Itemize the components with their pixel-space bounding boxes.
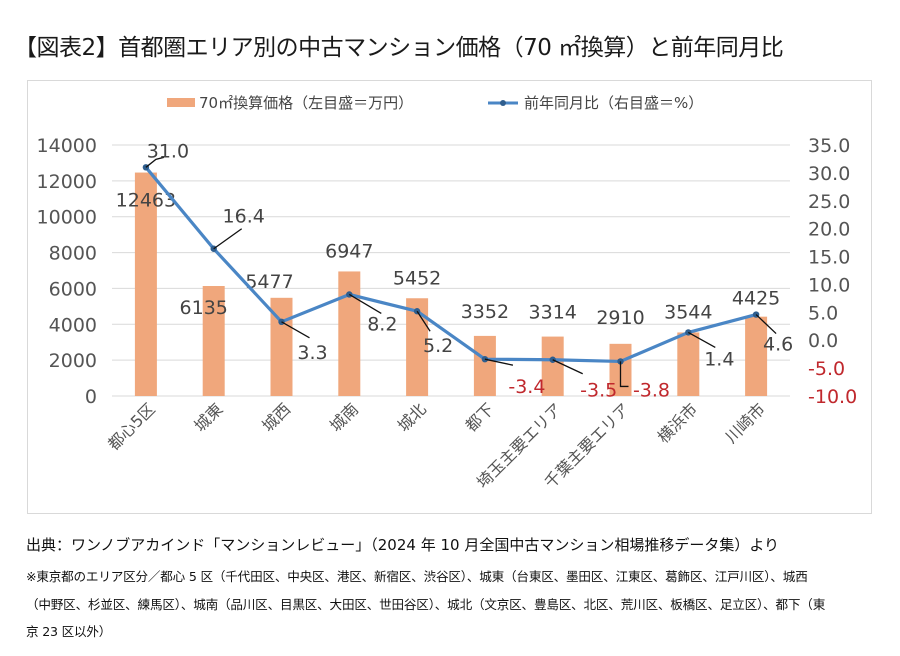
x-tick-label: 横浜市	[654, 399, 701, 446]
line-data-label: 3.3	[297, 342, 327, 364]
leader-line	[281, 321, 310, 339]
bar	[134, 172, 157, 396]
line-path	[144, 166, 757, 364]
leader-line	[619, 361, 629, 388]
right-tick-label: 5.0	[808, 302, 838, 324]
bar-data-label: 3544	[664, 301, 712, 323]
bar-data-label: 5452	[393, 267, 441, 289]
bar-data-label: 3314	[529, 302, 577, 324]
source-note: 出典：ワンノブアカインド「マンションレビュー」（2024 年 10 月全国中古マ…	[26, 536, 780, 554]
legend-line-marker	[500, 100, 506, 106]
x-tick-label: 城南	[326, 399, 362, 435]
right-tick-label: 0.0	[808, 330, 838, 352]
x-tick-label: 城東	[190, 399, 226, 435]
line-point	[481, 355, 489, 363]
chart-frame	[27, 80, 872, 514]
legend-line-label: 前年同月比（右目盛＝%）	[524, 94, 703, 112]
line-labels: 31.0 16.4 3.3 8.2 5.2 -3.4 -3.5 -3.8 1.4 4.6	[145, 140, 793, 402]
bar	[270, 297, 293, 396]
line-data-label: 1.4	[704, 348, 734, 370]
leader-line	[484, 358, 514, 366]
x-tick-label: 都下	[462, 399, 498, 435]
bar-data-label: 6947	[325, 240, 373, 262]
line-data-label: 4.6	[763, 334, 793, 356]
right-tick-label: -10.0	[808, 386, 857, 408]
leader-line	[552, 359, 583, 375]
bar	[677, 332, 700, 396]
left-tick-label: 14000	[37, 135, 97, 157]
legend-bar-swatch	[167, 98, 195, 107]
right-tick-label: -5.0	[808, 358, 845, 380]
right-tick-label: 25.0	[808, 191, 850, 213]
left-tick-label: 4000	[49, 314, 97, 336]
bar-data-label: 6135	[180, 297, 228, 319]
left-tick-label: 12000	[37, 171, 97, 193]
line-data-label: 8.2	[367, 313, 397, 335]
legend: 70㎡換算価格（左目盛＝万円） 前年同月比（右目盛＝%）	[167, 94, 703, 112]
bars	[134, 172, 768, 396]
leader-line	[687, 331, 716, 348]
area-note-line-2: （中野区、杉並区、練馬区）、城南（品川区、目黒区、大田区、世田谷区）、城北（文京…	[26, 597, 826, 612]
bar	[338, 271, 361, 396]
right-tick-label: 20.0	[808, 219, 850, 241]
right-tick-label: 15.0	[808, 247, 850, 269]
bar-labels: 12463 6135 5477 6947 5452 3352 3314 2910 3544 442…	[116, 190, 781, 329]
bar-data-label: 2910	[596, 307, 644, 329]
left-axis: 0 2000 4000 6000 8000 10000 12000 14000	[37, 135, 97, 408]
bar-data-label: 12463	[116, 190, 176, 212]
legend-bar-label: 70㎡換算価格（左目盛＝万円）	[199, 94, 413, 112]
left-tick-label: 10000	[37, 207, 97, 229]
line-data-label: -3.8	[633, 379, 670, 401]
bar-data-label: 3352	[461, 301, 509, 323]
leader-line	[348, 293, 382, 315]
gridlines	[112, 144, 790, 397]
x-tick-label: 都心5区	[104, 399, 159, 454]
right-axis: -10.0 -5.0 0.0 5.0 10.0 15.0 20.0 25.0 30.0 35.0	[808, 135, 857, 408]
leader-line	[755, 314, 777, 335]
line-data-label: 5.2	[423, 335, 453, 357]
right-tick-label: 35.0	[808, 135, 850, 157]
right-tick-label: 30.0	[808, 163, 850, 185]
bar	[541, 336, 564, 396]
line-data-label: -3.5	[580, 380, 617, 402]
chart-title: 【図表2】首都圏エリア別の中古マンション価格（70 ㎡換算）と前年同月比	[14, 35, 784, 61]
line-data-label: -3.4	[508, 376, 545, 398]
x-tick-label: 城西	[258, 399, 294, 435]
left-tick-label: 6000	[49, 278, 97, 300]
left-tick-label: 8000	[49, 243, 97, 265]
bar	[473, 335, 496, 396]
bar-data-label: 5477	[245, 271, 293, 293]
leader-line	[145, 156, 165, 168]
bar	[406, 298, 429, 396]
area-note-line-3: 京 23 区以外）	[26, 624, 112, 639]
right-tick-label: 10.0	[808, 274, 850, 296]
bar-data-label: 4425	[732, 288, 780, 310]
leader-line	[416, 310, 431, 332]
x-tick-label: 城北	[394, 399, 430, 435]
bar	[745, 316, 768, 396]
bar	[202, 286, 225, 396]
left-tick-label: 2000	[49, 350, 97, 372]
left-tick-label: 0	[85, 386, 97, 408]
area-note-line-1: ※東京都のエリア区分／都心 5 区（千代田区、中央区、港区、新宿区、渋谷区）、城…	[26, 569, 808, 584]
line-data-label: 31.0	[147, 140, 189, 162]
line-data-label: 16.4	[223, 206, 265, 228]
x-tick-label: 川崎市	[722, 399, 769, 446]
line-point	[413, 308, 421, 315]
leader-line	[213, 228, 243, 250]
